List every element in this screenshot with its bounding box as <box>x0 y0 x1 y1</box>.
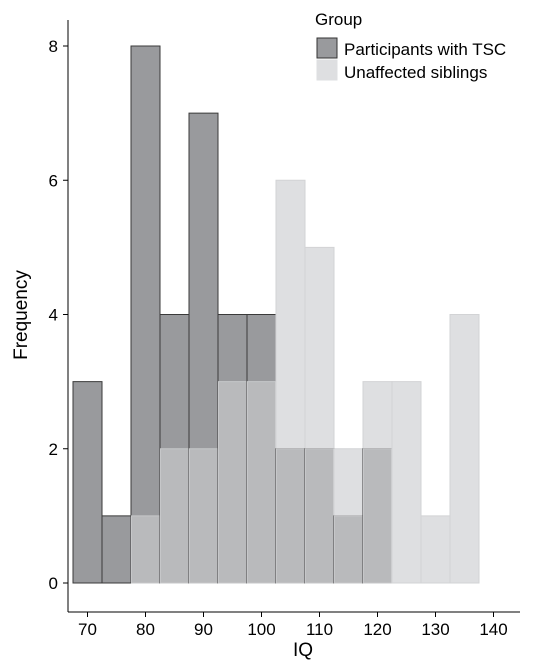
bar-siblings-130 <box>420 515 451 584</box>
bar-overlap-90 <box>189 448 218 584</box>
bar-overlap-80 <box>131 515 160 584</box>
bar-overlap-85 <box>160 448 189 584</box>
x-tick-label-100: 100 <box>247 620 275 639</box>
y-axis-title: Frequency <box>11 270 32 360</box>
bar-siblings-125 <box>391 381 422 584</box>
x-tick-label-110: 110 <box>306 620 333 639</box>
bar-overlap-115 <box>334 515 363 584</box>
legend-label-siblings: Unaffected siblings <box>344 63 487 82</box>
x-tick-label-90: 90 <box>194 620 213 639</box>
y-axis: 0 2 4 6 8 <box>49 20 69 612</box>
legend-swatch-tsc <box>316 37 338 59</box>
bar-tsc-80 <box>130 45 161 584</box>
bar-overlap-95 <box>218 381 247 584</box>
legend-swatch-siblings <box>316 59 338 81</box>
y-tick-label-8: 8 <box>49 37 58 56</box>
y-tick-label-0: 0 <box>49 574 58 593</box>
x-tick-label-130: 130 <box>421 620 449 639</box>
legend-label-tsc: Participants with TSC <box>344 40 506 59</box>
bar-tsc-75 <box>101 515 132 584</box>
bars-layer <box>72 45 480 584</box>
x-tick-label-120: 120 <box>363 620 391 639</box>
x-tick-label-140: 140 <box>479 620 507 639</box>
bar-overlap-105 <box>276 448 305 584</box>
y-tick-label-4: 4 <box>49 306 58 325</box>
x-tick-label-70: 70 <box>78 620 97 639</box>
bar-overlap-100 <box>247 381 276 584</box>
legend-title: Group <box>315 10 362 29</box>
bar-tsc-70 <box>72 381 103 584</box>
legend: Group Participants with TSC Unaffected s… <box>315 10 506 82</box>
bar-overlap-120 <box>363 448 392 584</box>
bar-siblings-135 <box>449 314 480 584</box>
x-axis: 70 80 90 100 110 120 130 140 <box>68 611 520 639</box>
bar-overlap-110 <box>305 448 334 584</box>
y-tick-label-2: 2 <box>49 440 58 459</box>
x-axis-title: IQ <box>293 640 313 661</box>
x-tick-label-80: 80 <box>136 620 155 639</box>
y-tick-label-6: 6 <box>49 171 58 190</box>
